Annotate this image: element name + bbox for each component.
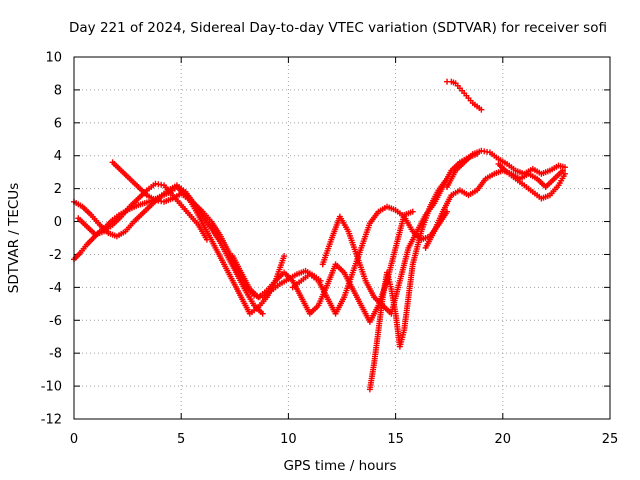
x-tick-label: 10 xyxy=(280,432,297,447)
data-point xyxy=(203,236,210,243)
series-arc-8 xyxy=(366,175,451,393)
data-point xyxy=(409,208,416,215)
data-point xyxy=(281,253,288,260)
x-tick-label: 5 xyxy=(177,432,185,447)
series-arc-1 xyxy=(71,183,324,301)
y-tick-label: -6 xyxy=(49,314,62,329)
y-axis-label: SDTVAR / TECUs xyxy=(6,183,22,293)
y-tick-label: 4 xyxy=(54,149,62,164)
series-arc-3 xyxy=(109,159,288,317)
series-arc-12 xyxy=(444,78,485,113)
y-tick-label: 0 xyxy=(54,215,62,230)
y-tick-label: -8 xyxy=(49,347,62,362)
x-tick-label: 25 xyxy=(602,432,619,447)
series-arc-11 xyxy=(495,160,568,202)
x-tick-label: 15 xyxy=(387,432,404,447)
grid-lines xyxy=(74,57,610,419)
y-tick-label: 8 xyxy=(54,83,62,98)
y-tick-label: 6 xyxy=(54,116,62,131)
y-tick-label: 10 xyxy=(45,51,62,66)
x-axis-label: GPS time / hours xyxy=(283,458,396,474)
x-tick-label: 20 xyxy=(495,432,512,447)
chart-title: Day 221 of 2024, Sidereal Day-to-day VTE… xyxy=(69,20,607,36)
data-point xyxy=(478,106,485,113)
series-arc-4 xyxy=(75,180,210,243)
plot-frame xyxy=(73,56,611,420)
data-point xyxy=(561,170,568,177)
data-point xyxy=(561,164,568,171)
series-arc-9 xyxy=(422,167,566,251)
series-arc-10 xyxy=(444,147,568,190)
y-tick-label: -2 xyxy=(49,248,62,263)
y-tick-label: 2 xyxy=(54,182,62,197)
x-tick-label: 0 xyxy=(70,432,78,447)
series-arc-5 xyxy=(229,208,416,325)
y-tick-label: -12 xyxy=(41,413,62,428)
y-tick-label: -4 xyxy=(49,281,62,296)
data-points xyxy=(71,78,568,393)
y-tick-label: -10 xyxy=(41,380,62,395)
data-point xyxy=(259,310,266,317)
